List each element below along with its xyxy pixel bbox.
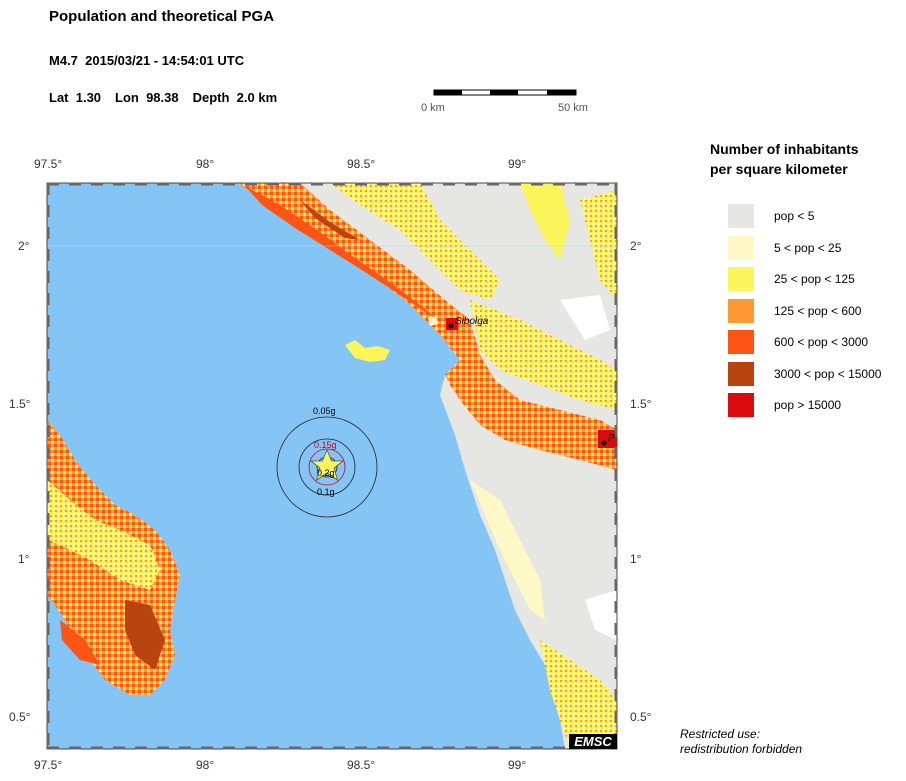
restriction-note-line-1: Restricted use: (680, 727, 761, 741)
legend-title-line-1: Number of inhabitants (710, 141, 859, 157)
legend-swatch (728, 235, 754, 260)
map-frame (46, 182, 618, 750)
lat-tick-1-left: 1° (18, 552, 30, 566)
page-title: Population and theoretical PGA (49, 8, 275, 25)
legend-label: 125 < pop < 600 (774, 303, 862, 318)
scale-end-label: 50 km (558, 102, 588, 114)
legend-title-line-2: per square kilometer (710, 161, 848, 177)
legend-swatch (728, 298, 754, 323)
city-marker-sibolga (448, 323, 454, 329)
legend-item: 25 < pop < 125 (728, 267, 906, 291)
legend-label: 5 < pop < 25 (774, 240, 842, 255)
legend-item: 125 < pop < 600 (728, 298, 906, 323)
lat-tick-1-5-left: 1.5° (9, 397, 31, 411)
small-islet (428, 316, 438, 326)
lon-tick-99-top: 99° (508, 157, 527, 171)
legend-item: pop < 5 (728, 204, 906, 228)
legend-label: 3000 < pop < 15000 (774, 366, 882, 381)
lon-tick-97-5-bottom: 97.5° (34, 758, 63, 772)
lon-tick-98-bottom: 98° (196, 758, 215, 772)
legend-label: pop > 15000 (774, 398, 842, 412)
mainland (238, 183, 617, 749)
legend-item: pop > 15000 (728, 393, 906, 417)
legend-swatch (728, 330, 754, 354)
legend-swatch (728, 267, 754, 291)
lat-tick-0-5-right: 0.5° (630, 710, 652, 724)
restriction-note-line-2: redistribution forbidden (680, 742, 803, 756)
legend-label: 600 < pop < 3000 (774, 335, 869, 349)
legend-item: 3000 < pop < 15000 (728, 361, 906, 386)
scale-bar (433, 89, 577, 96)
legend-swatch (728, 393, 754, 417)
pga-label-0-05g: 0.05g (313, 406, 336, 416)
legend-item: 5 < pop < 25 (728, 235, 906, 260)
city-label-p: P (608, 433, 615, 444)
latitude-value: Lat 1.30 (49, 90, 102, 105)
lat-tick-1-right: 1° (630, 552, 642, 566)
legend-label: 25 < pop < 125 (774, 272, 855, 286)
lat-tick-0-5-left: 0.5° (9, 710, 31, 724)
legend-title: Number of inhabitants per square kilomet… (710, 139, 859, 179)
event-info: M4.7 2015/03/21 - 14:54:01 UTC (49, 53, 245, 68)
lat-tick-2-right: 2° (630, 239, 642, 253)
depth-value: Depth 2.0 km (192, 90, 278, 105)
legend-item: 600 < pop < 3000 (728, 330, 906, 354)
scale-start-label: 0 km (421, 102, 445, 114)
lat-tick-2-left: 2° (18, 239, 30, 253)
lon-tick-98-top: 98° (196, 157, 215, 171)
legend-label: pop < 5 (774, 209, 815, 223)
frame-dashes (46, 182, 618, 750)
emsc-badge: EMSC (569, 734, 617, 749)
small-island (345, 340, 390, 362)
pga-label-0-2g: 0.2g (317, 468, 335, 478)
legend-swatch (728, 361, 754, 386)
lon-tick-98-5-top: 98.5° (347, 157, 376, 171)
lat-tick-1-5-right: 1.5° (630, 397, 652, 411)
longitude-value: Lon 98.38 (115, 90, 179, 105)
nias-island (47, 420, 180, 695)
event-coordinates: Lat 1.30 Lon 98.38 Depth 2.0 km (49, 90, 291, 105)
lon-tick-99-bottom: 99° (508, 758, 527, 772)
epicenter-star-icon (309, 448, 345, 481)
legend-swatch (728, 204, 754, 228)
city-label-sibolga: Sibolga (455, 316, 489, 327)
lon-tick-97-5-top: 97.5° (34, 157, 63, 171)
pga-label-0-15g: 0.15g (314, 440, 337, 450)
lon-tick-98-5-bottom: 98.5° (347, 758, 376, 772)
city-marker-p (601, 440, 607, 446)
pga-label-0-1g: 0.1g (317, 487, 335, 497)
